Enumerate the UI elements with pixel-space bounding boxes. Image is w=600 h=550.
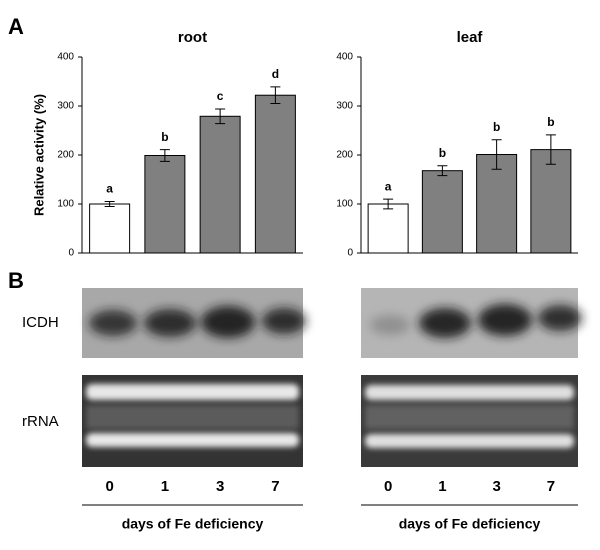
y-tick-label: 100 (336, 199, 353, 210)
blot-image (361, 288, 582, 358)
y-tick-label: 400 (336, 52, 353, 63)
error-bar (383, 198, 394, 210)
chart-title: root (178, 29, 207, 46)
y-tick-label: 300 (336, 101, 353, 112)
bar (199, 115, 241, 254)
error-bar (491, 139, 502, 170)
error-bar (159, 149, 170, 162)
significance-label: b (439, 146, 446, 160)
bar (144, 154, 186, 254)
y-axis-label: Relative activity (%) (31, 94, 46, 216)
error-bar (437, 165, 448, 177)
lane-label: 3 (492, 478, 500, 495)
significance-label: b (493, 120, 500, 134)
lane-label: 0 (384, 478, 392, 495)
panel-label: A (8, 14, 24, 39)
error-bar (104, 201, 115, 207)
bar (476, 154, 518, 254)
significance-label: a (385, 179, 392, 193)
lane-label: 0 (105, 478, 113, 495)
chart-title: leaf (457, 29, 484, 46)
y-tick-label: 200 (57, 150, 74, 161)
error-bar (545, 134, 556, 165)
blot-image (82, 375, 303, 467)
blot-image (82, 288, 306, 358)
bar (367, 203, 409, 254)
significance-label: b (161, 130, 168, 144)
bar (421, 170, 463, 254)
bar (254, 94, 296, 254)
lane-label: 1 (438, 478, 446, 495)
lane-label: 1 (161, 478, 169, 495)
y-tick-label: 300 (57, 101, 74, 112)
blot-x-label: days of Fe deficiency (122, 516, 264, 532)
blot-row-label: ICDH (22, 314, 59, 331)
y-tick-label: 200 (336, 150, 353, 161)
blot-x-label: days of Fe deficiency (399, 516, 541, 532)
lane-label: 3 (216, 478, 224, 495)
lane-label: 7 (547, 478, 555, 495)
blot-row-label: rRNA (22, 413, 59, 430)
lane-label: 7 (271, 478, 279, 495)
error-bar (270, 86, 281, 105)
error-bar (215, 108, 226, 125)
significance-label: b (547, 115, 554, 129)
y-tick-label: 0 (68, 248, 74, 259)
significance-label: d (272, 67, 279, 81)
bar (89, 203, 131, 254)
significance-label: c (217, 89, 224, 103)
significance-label: a (106, 182, 113, 196)
y-tick-label: 400 (57, 52, 74, 63)
y-tick-label: 100 (57, 199, 74, 210)
bar (530, 149, 572, 254)
blot-image (361, 375, 578, 467)
panel-label: B (8, 268, 24, 293)
y-tick-label: 0 (347, 248, 353, 259)
